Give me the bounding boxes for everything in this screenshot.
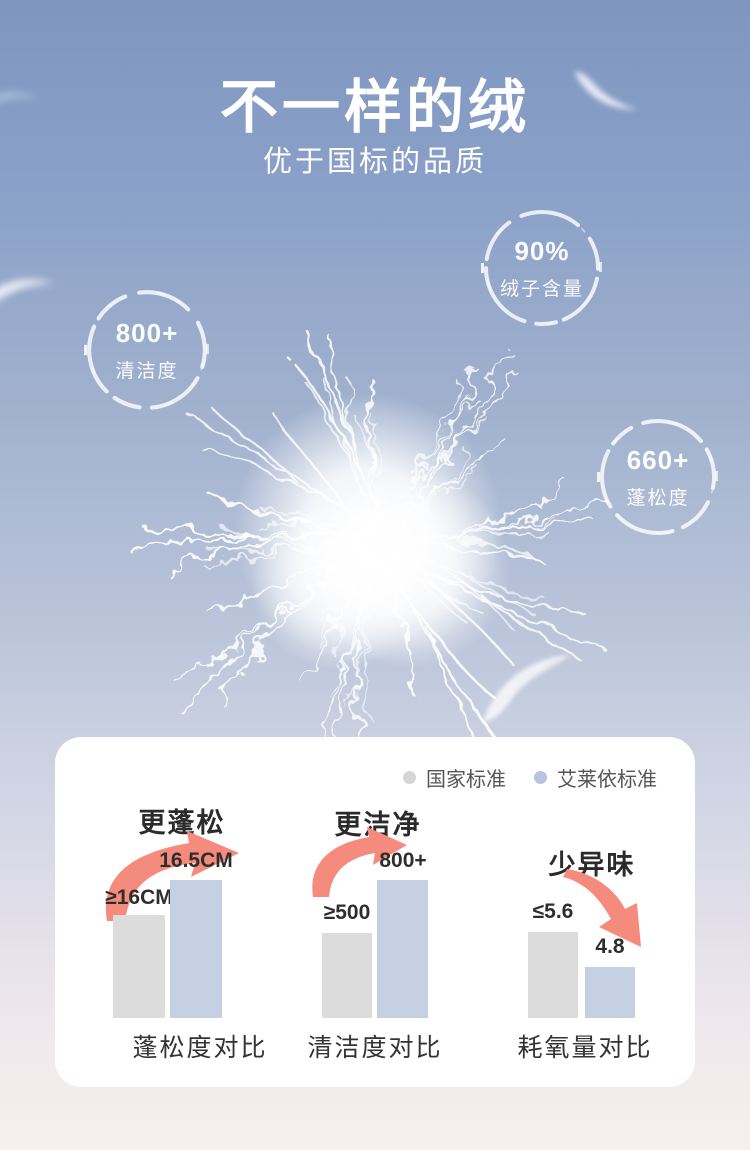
- down-cluster-image: [125, 330, 617, 750]
- up-arrow-icon: [105, 831, 239, 921]
- feather-icon: [0, 279, 55, 308]
- chart-caption: 蓬松度对比: [132, 1034, 268, 1062]
- chart-caption: 清洁度对比: [307, 1034, 443, 1062]
- legend-label: 国家标准: [426, 769, 506, 791]
- bar-value-brand: 4.8: [595, 935, 625, 958]
- down-arrow-icon: [563, 869, 641, 947]
- feather-icon: [574, 71, 638, 110]
- badge-cleanliness: 800+ 清洁度: [83, 286, 211, 414]
- badge-value: 90%: [514, 235, 570, 266]
- legend-dot-brand: [534, 771, 547, 784]
- badge-value: 660+: [626, 444, 690, 475]
- badge-label: 绒子含量: [499, 278, 584, 300]
- page-title: 不一样的绒: [219, 75, 530, 140]
- chart-caption: 耗氧量对比: [517, 1034, 653, 1062]
- bar-brand-standard: [170, 880, 222, 1018]
- legend-item-brand: 艾莱依标准: [534, 763, 657, 792]
- bar-brand-standard: [585, 967, 635, 1018]
- bar-value-national: ≤5.6: [532, 900, 574, 923]
- segmented-ring-icon: [84, 290, 209, 410]
- feather-icon: [482, 654, 573, 723]
- feather-icon: [0, 92, 40, 106]
- bar-value-national: ≥500: [323, 901, 371, 924]
- up-arrow-icon: [312, 827, 407, 897]
- bar-value-national: ≥16CM: [105, 886, 173, 909]
- bar-national-standard: [113, 915, 165, 1018]
- bar-national-standard: [528, 932, 578, 1018]
- segmented-ring-icon: [597, 419, 718, 535]
- segmented-ring-icon: [481, 210, 602, 326]
- comparison-card: 国家标准 艾莱依标准 更蓬松 ≥16CM 16.5CM 蓬松度对比 更洁净 ≥5…: [55, 737, 695, 1087]
- bar-value-brand: 800+: [379, 849, 427, 872]
- bar-brand-standard: [377, 880, 428, 1018]
- badge-down-content: 90% 绒子含量: [480, 206, 604, 330]
- badge-fill-power: 660+ 蓬松度: [596, 415, 720, 539]
- legend-item-national: 国家标准: [403, 763, 506, 792]
- bar-value-brand: 16.5CM: [159, 849, 233, 872]
- chart-legend: 国家标准 艾莱依标准: [403, 763, 657, 792]
- legend-label: 艾莱依标准: [557, 769, 657, 791]
- bar-national-standard: [322, 933, 372, 1018]
- badge-label: 清洁度: [115, 360, 179, 382]
- badge-label: 蓬松度: [626, 487, 690, 509]
- legend-dot-national: [403, 771, 416, 784]
- page-subtitle: 优于国标的品质: [262, 146, 487, 178]
- chart-annotation: 少异味: [548, 850, 636, 880]
- chart-annotation: 更蓬松: [138, 808, 226, 838]
- badge-value: 800+: [115, 317, 179, 348]
